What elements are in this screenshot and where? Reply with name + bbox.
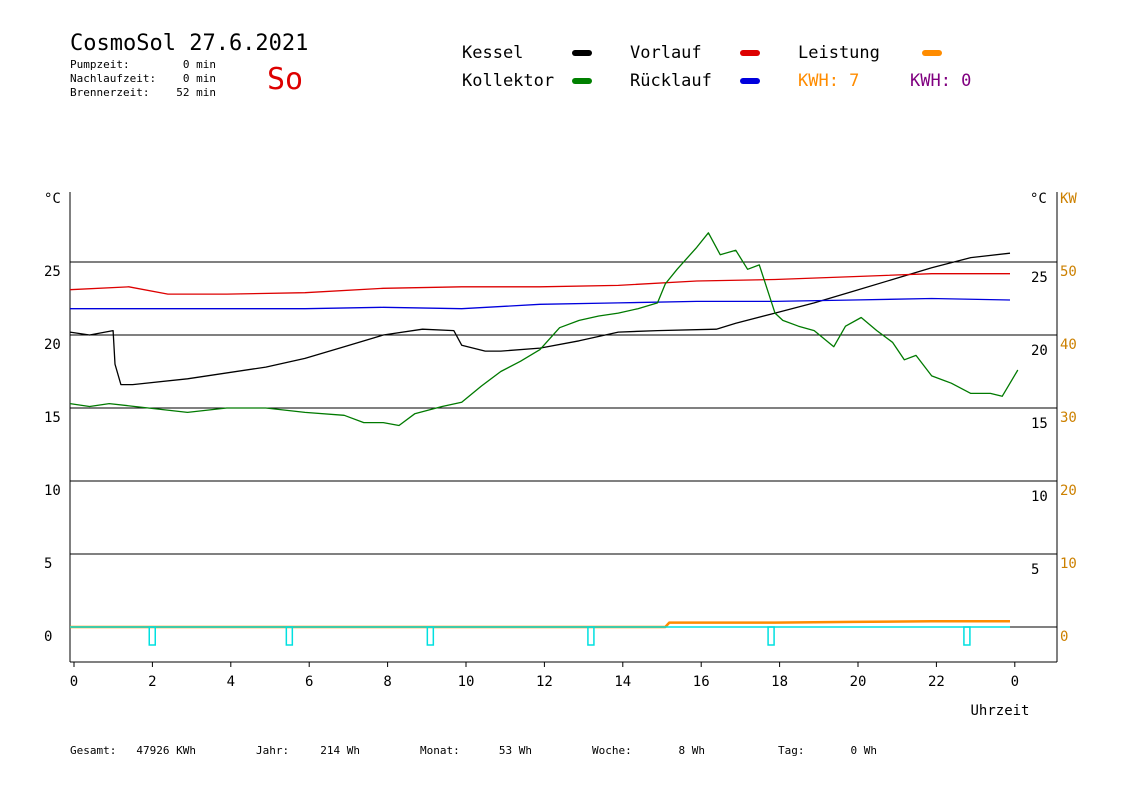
x-tick-label: 10 (458, 674, 475, 690)
x-tick-label: 22 (928, 674, 945, 690)
weekday-label: So (267, 62, 303, 97)
left-tick-label: 0 (44, 629, 52, 645)
right-power-tick-label: 20 (1060, 483, 1077, 499)
pump-pulse (767, 626, 775, 646)
legend: Kessel Kollektor Vorlauf Rücklauf Leistu… (462, 43, 971, 91)
x-tick-label: 6 (305, 674, 313, 690)
series-kollektor (69, 232, 1019, 427)
footer-value-woche: 8 Wh (679, 744, 706, 757)
right-axis-temp-unit: °C (1030, 191, 1047, 207)
kwh-value-1: KWH: 7 (798, 71, 859, 91)
series-ruecklauf (70, 297, 1011, 310)
gridlines (70, 261, 1057, 555)
x-tick-label: 0 (70, 674, 78, 690)
footer-label-gesamt: Gesamt: (70, 744, 116, 757)
stat-label-brennerzeit: Brennerzeit: (70, 86, 149, 99)
right-temp-tick-label: 15 (1031, 416, 1048, 432)
left-tick-label: 10 (44, 483, 61, 499)
footer-label-woche: Woche: (592, 744, 632, 757)
x-tick-label: 18 (771, 674, 788, 690)
x-tick-label: 8 (383, 674, 391, 690)
series-vorlauf (69, 273, 1010, 295)
series-layer (69, 232, 1019, 646)
stat-value-brennerzeit: 52 min (176, 86, 216, 99)
right-temp-tick-label: 5 (1031, 562, 1039, 578)
x-tick-label: 20 (850, 674, 867, 690)
kwh-value-2: KWH: 0 (910, 71, 971, 91)
right-temp-tick-label: 25 (1031, 270, 1048, 286)
pump-pulse (587, 626, 595, 646)
legend-label-kollektor: Kollektor (462, 71, 554, 91)
pump-pulse (426, 626, 435, 646)
left-tick-label: 20 (44, 337, 61, 353)
legend-swatch-kessel (572, 50, 592, 56)
right-axis-temp-ticks: 5 10 15 20 25 (1031, 270, 1048, 578)
stat-value-nachlaufzeit: 0 min (183, 72, 216, 85)
legend-swatch-vorlauf (740, 50, 760, 56)
legend-swatch-kollektor (572, 78, 592, 84)
legend-label-leistung: Leistung (798, 43, 880, 63)
right-power-tick-label: 0 (1060, 629, 1068, 645)
right-power-tick-label: 30 (1060, 410, 1077, 426)
chart-title: CosmoSol 27.6.2021 (70, 31, 308, 56)
x-tick-label: 16 (693, 674, 710, 690)
left-tick-label: 5 (44, 556, 52, 572)
footer-value-jahr: 214 Wh (320, 744, 360, 757)
right-power-tick-label: 40 (1060, 337, 1077, 353)
footer-label-monat: Monat: (420, 744, 460, 757)
x-tick-label: 4 (227, 674, 235, 690)
series-kessel (69, 252, 1011, 386)
stats-block: Pumpzeit: 0 min Nachlaufzeit: 0 min Bren… (70, 58, 216, 99)
left-tick-label: 15 (44, 410, 61, 426)
right-temp-tick-label: 20 (1031, 343, 1048, 359)
footer-totals: Gesamt: 47926 KWh Jahr: 214 Wh Monat: 53… (70, 744, 877, 757)
pump-pulse (963, 626, 971, 646)
footer-value-monat: 53 Wh (499, 744, 532, 757)
stat-value-pumpzeit: 0 min (183, 58, 216, 71)
footer-label-tag: Tag: (778, 744, 805, 757)
x-axis-label: Uhrzeit (970, 703, 1029, 719)
legend-swatch-ruecklauf (740, 78, 760, 84)
legend-label-vorlauf: Vorlauf (630, 43, 702, 63)
x-tick-label: 12 (536, 674, 553, 690)
right-axis-power-unit: KW (1060, 191, 1077, 207)
footer-label-jahr: Jahr: (256, 744, 289, 757)
x-tick-label: 14 (614, 674, 631, 690)
right-power-tick-label: 10 (1060, 556, 1077, 572)
legend-label-kessel: Kessel (462, 43, 523, 63)
legend-swatch-leistung (922, 50, 942, 56)
left-tick-label: 25 (44, 264, 61, 280)
right-temp-tick-label: 10 (1031, 489, 1048, 505)
series-leistung (70, 619, 1010, 629)
right-power-tick-label: 50 (1060, 264, 1077, 280)
left-axis-unit: °C (44, 191, 61, 207)
x-tick-label: 2 (148, 674, 156, 690)
footer-value-gesamt: 47926 KWh (136, 744, 196, 757)
left-axis-ticks: 0 5 10 15 20 25 (44, 264, 61, 645)
x-tick-label: 0 (1011, 674, 1019, 690)
right-axis-power-ticks: 0 10 20 30 40 50 (1060, 264, 1077, 645)
stat-label-nachlaufzeit: Nachlaufzeit: (70, 72, 156, 85)
stat-label-pumpzeit: Pumpzeit: (70, 58, 130, 71)
x-axis-ticks: 0 2 4 6 8 10 12 14 16 18 20 22 0 (70, 662, 1019, 690)
footer-value-tag: 0 Wh (851, 744, 878, 757)
legend-label-ruecklauf: Rücklauf (630, 71, 712, 91)
pump-pulse (148, 626, 156, 646)
pump-pulse (285, 626, 294, 646)
